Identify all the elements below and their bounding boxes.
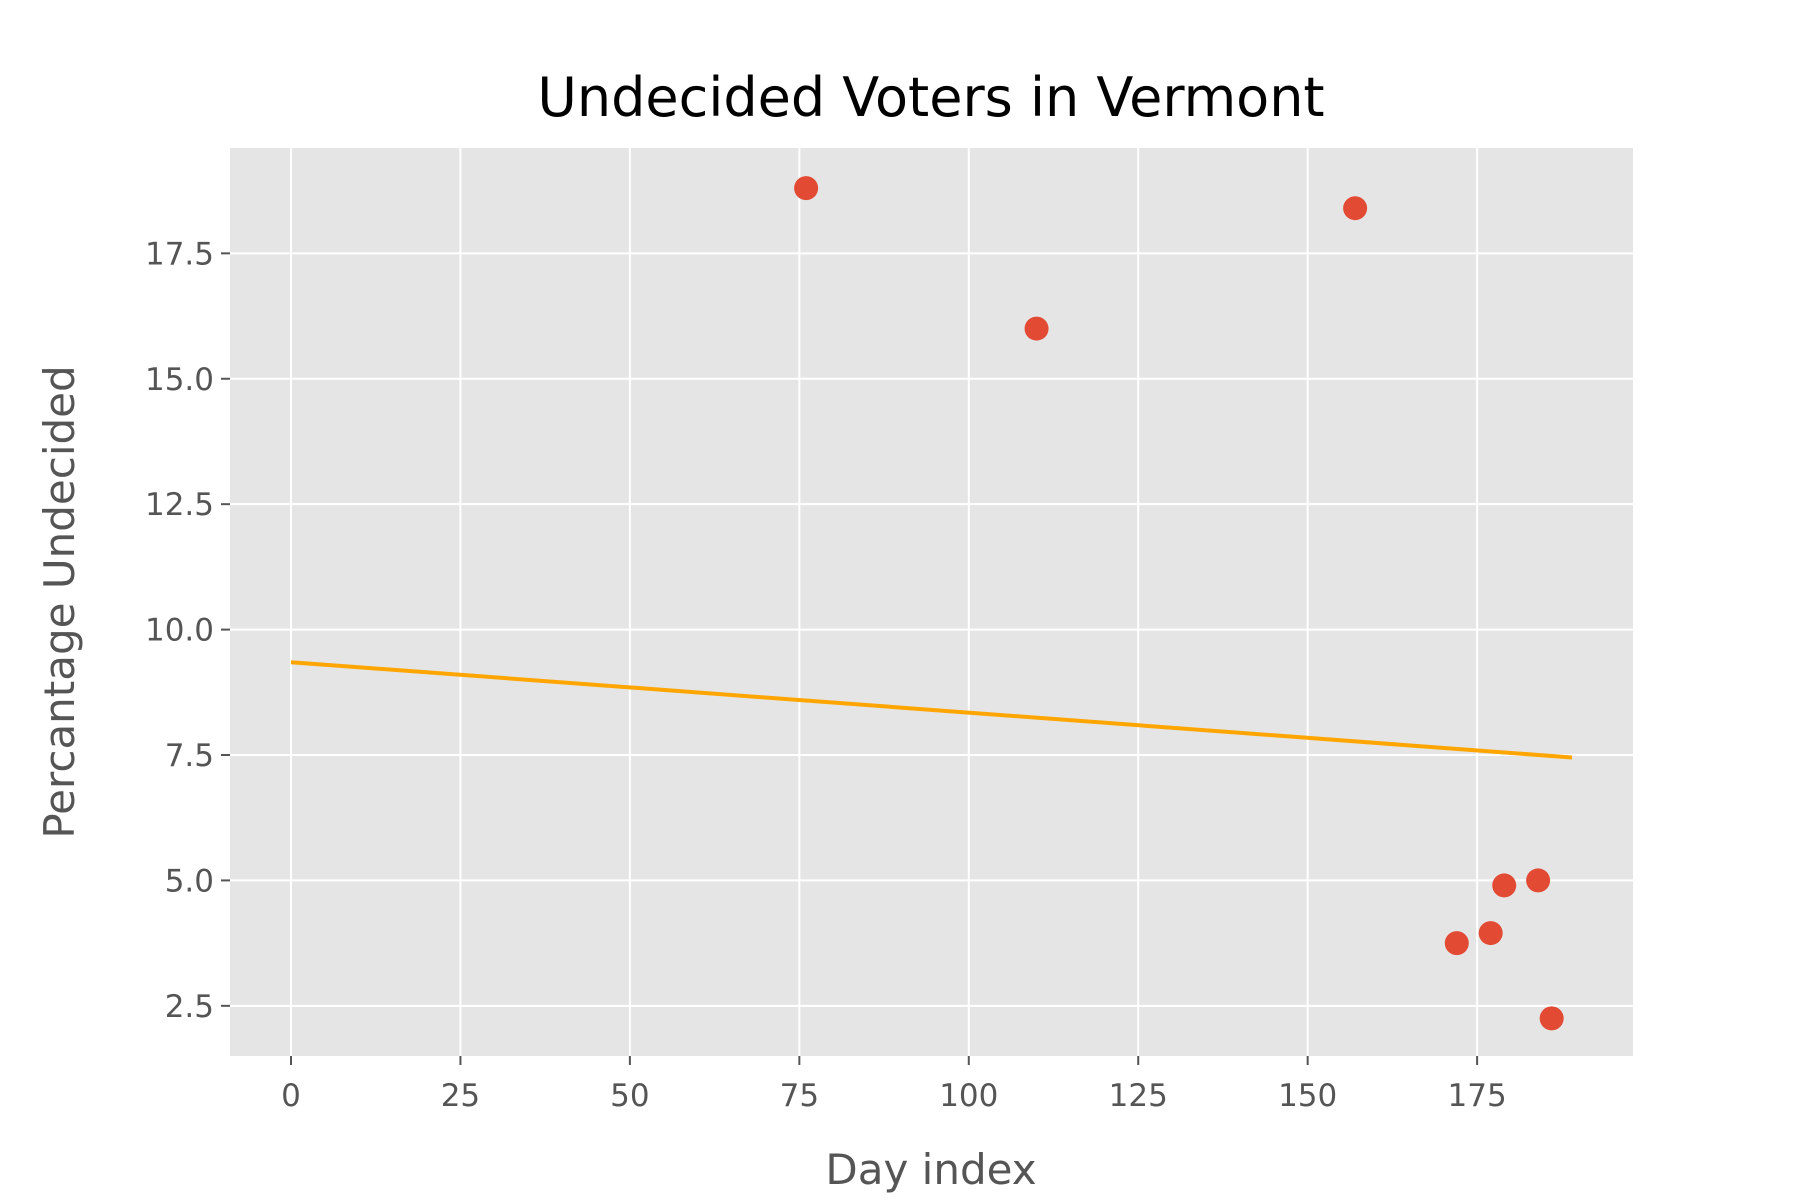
- chart-title: Undecided Voters in Vermont: [537, 66, 1324, 129]
- x-tick-label: 0: [281, 1078, 301, 1114]
- data-point: [1343, 196, 1368, 221]
- data-point: [1492, 873, 1517, 898]
- grid: [230, 148, 1633, 1056]
- y-tick-label: 12.5: [145, 487, 214, 523]
- data-point: [794, 176, 819, 201]
- x-tick-label: 125: [1109, 1078, 1168, 1114]
- x-tick-label: 75: [780, 1078, 819, 1114]
- x-axis-label: Day index: [825, 1145, 1036, 1194]
- x-tick-label: 175: [1448, 1078, 1507, 1114]
- plot-area: [230, 148, 1633, 1056]
- data-point: [1444, 931, 1469, 956]
- y-tick-label: 5.0: [165, 863, 214, 899]
- data-point: [1539, 1006, 1564, 1031]
- y-axis-label: Percantage Undecided: [35, 365, 84, 838]
- y-tick-label: 15.0: [145, 362, 214, 398]
- y-tick-label: 2.5: [165, 989, 214, 1025]
- data-point: [1478, 921, 1503, 946]
- x-tick-label: 100: [939, 1078, 998, 1114]
- x-tick-label: 150: [1278, 1078, 1337, 1114]
- y-tick-label: 10.0: [145, 613, 214, 649]
- data-points: [794, 176, 1564, 1031]
- x-tick-label: 50: [610, 1078, 649, 1114]
- data-point: [1526, 868, 1551, 893]
- trend-line: [290, 660, 1573, 760]
- y-tick-label: 7.5: [165, 738, 214, 774]
- x-tick-label: 25: [441, 1078, 480, 1114]
- trend-line-group: [290, 660, 1573, 760]
- axis-ticks: 0 25 50 75 100 125 150 175 2.5 5.0 7.5 10.0 12.5 15.0…: [145, 236, 1507, 1114]
- y-tick-label: 17.5: [145, 236, 214, 272]
- data-point: [1024, 316, 1049, 341]
